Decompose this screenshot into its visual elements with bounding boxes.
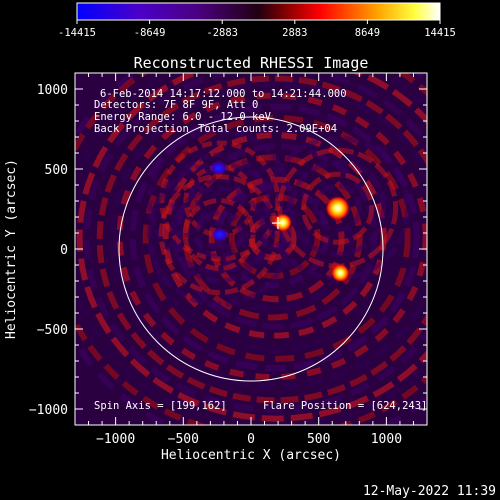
x-tick-label: 1000	[371, 432, 402, 447]
colorbar-tick-label: 8649	[355, 27, 380, 39]
y-tick-label: 1000	[37, 83, 68, 98]
annotation-method: Back Projection	[94, 123, 189, 135]
colorbar	[76, 2, 441, 21]
x-tick-label: 0	[247, 432, 255, 447]
y-tick-label: 500	[45, 163, 68, 178]
annotation-spin-axis: Spin Axis = [199,162]	[94, 400, 227, 412]
x-axis-ticks: −1000 −500 0 500 1000	[88, 73, 414, 447]
annotation-time: 6-Feb-2014 14:17:12.000 to 14:21:44.000	[100, 88, 347, 100]
negative-source	[209, 161, 228, 176]
x-tick-label: −1000	[96, 432, 135, 447]
spin-axis-cross-marker	[271, 217, 284, 230]
ripple-pattern	[75, 73, 427, 425]
colorbar-tick-label: -14415	[58, 27, 96, 39]
source-markers	[209, 161, 350, 282]
colorbar-tick-label: -8649	[134, 27, 166, 39]
x-tick-label: 500	[307, 432, 330, 447]
colorbar-tick-label: 2883	[282, 27, 307, 39]
bright-source	[331, 264, 350, 282]
bright-source	[325, 196, 350, 221]
colorbar-tick-label: -2883	[206, 27, 238, 39]
negative-source	[210, 227, 229, 242]
y-tick-label: −1000	[29, 403, 68, 418]
annotation-energy: Energy Range: 6.0 - 12.0 keV	[94, 111, 272, 123]
x-tick-label: −500	[168, 432, 199, 447]
chart-title: Reconstructed RHESSI Image	[134, 54, 369, 72]
annotation-counts: Total counts: 2.09E+04	[198, 123, 337, 135]
y-axis-ticks: −1000 −500 0 500 1000	[29, 83, 427, 418]
annotation-detectors: Detectors: 7F 8F 9F, Att 0	[94, 99, 258, 111]
heatmap-plot	[75, 73, 427, 425]
x-axis-label: Heliocentric X (arcsec)	[161, 448, 341, 463]
solar-limb-circle	[118, 116, 384, 382]
y-tick-label: 0	[60, 243, 68, 258]
footer-date: 12-May-2022 11:39	[363, 484, 496, 499]
annotation-flare-position: Flare Position = [624,243]	[263, 400, 427, 412]
y-tick-label: −500	[37, 323, 68, 338]
colorbar-ticks: -14415 -8649 -2883 2883 8649 14415	[58, 20, 456, 39]
y-axis-label: Heliocentric Y (arcsec)	[4, 159, 19, 339]
colorbar-tick-label: 14415	[424, 27, 456, 39]
